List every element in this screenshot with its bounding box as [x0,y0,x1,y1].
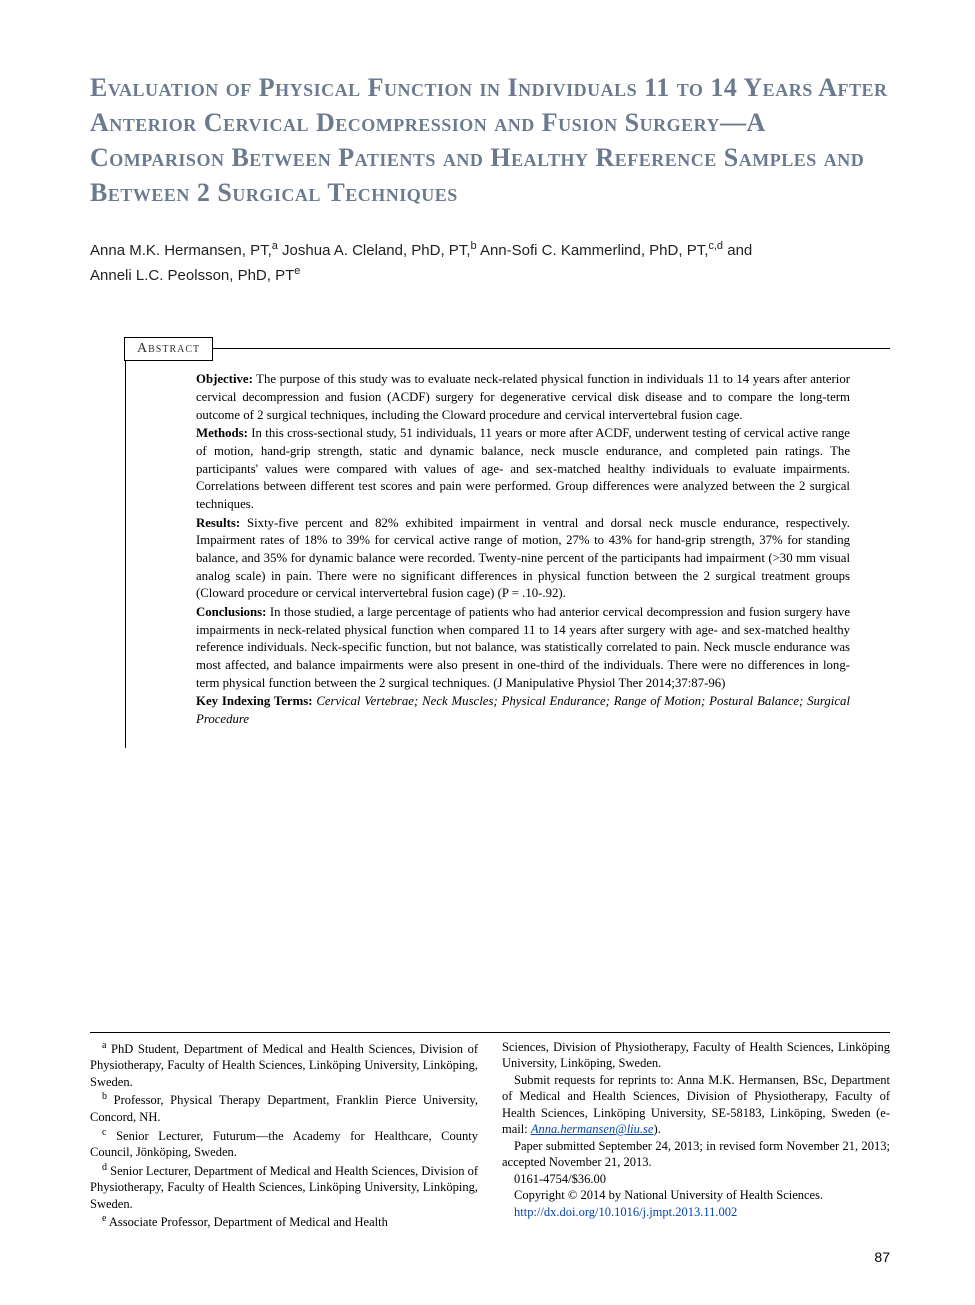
doi: http://dx.doi.org/10.1016/j.jmpt.2013.11… [502,1204,890,1221]
doi-link[interactable]: http://dx.doi.org/10.1016/j.jmpt.2013.11… [514,1205,737,1219]
footer-col-left: a PhD Student, Department of Medical and… [90,1039,478,1231]
footer-col-right: Sciences, Division of Physiotherapy, Fac… [502,1039,890,1231]
affil-c-text: Senior Lecturer, Futurum—the Academy for… [90,1129,478,1160]
article-title: Evaluation of Physical Function in Indiv… [90,70,890,210]
author-4: Anneli L.C. Peolsson, PhD, PT [90,267,294,284]
abstract-methods: Methods: In this cross-sectional study, … [196,425,850,513]
results-label: Results: [196,516,240,530]
footer-affiliations: a PhD Student, Department of Medical and… [90,1032,890,1265]
affil-c: c Senior Lecturer, Futurum—the Academy f… [90,1126,478,1161]
affil-a: a PhD Student, Department of Medical and… [90,1039,478,1091]
author-3: Ann-Sofi C. Kammerlind, PhD, PT, [477,242,709,259]
abstract-results: Results: Sixty-five percent and 82% exhi… [196,515,850,603]
author-2: Joshua A. Cleland, PhD, PT, [278,242,471,259]
author-and: and [723,242,752,259]
paper-submitted: Paper submitted September 24, 2013; in r… [502,1138,890,1171]
abstract-conclusions: Conclusions: In those studied, a large p… [196,604,850,692]
affil-d-text: Senior Lecturer, Department of Medical a… [90,1164,478,1211]
abstract-section: Abstract Objective: The purpose of this … [125,337,890,747]
abstract-objective: Objective: The purpose of this study was… [196,371,850,424]
copyright: Copyright © 2014 by National University … [502,1187,890,1204]
affil-e-text: Associate Professor, Department of Medic… [106,1216,387,1230]
affil-b-text: Professor, Physical Therapy Department, … [90,1094,478,1125]
abstract-label: Abstract [124,337,213,361]
email-link[interactable]: Anna.hermansen@liu.se [531,1122,654,1136]
methods-label: Methods: [196,426,248,440]
affil-d: d Senior Lecturer, Department of Medical… [90,1161,478,1213]
abstract-body: Objective: The purpose of this study was… [125,348,890,747]
conclusions-label: Conclusions: [196,605,266,619]
affil-e: e Associate Professor, Department of Med… [90,1212,478,1231]
reprint-end: ). [653,1122,660,1136]
affil-b: b Professor, Physical Therapy Department… [90,1090,478,1125]
author-1: Anna M.K. Hermansen, PT, [90,242,272,259]
author-3-sup: c,d [708,240,723,252]
objective-label: Objective: [196,372,253,386]
reprint-request: Submit requests for reprints to: Anna M.… [502,1072,890,1138]
keywords-label: Key Indexing Terms: [196,694,312,708]
affil-a-text: PhD Student, Department of Medical and H… [90,1042,478,1089]
affil-e-cont: Sciences, Division of Physiotherapy, Fac… [502,1039,890,1072]
conclusions-text: In those studied, a large percentage of … [196,605,850,690]
issn: 0161-4754/$36.00 [502,1171,890,1188]
authors-block: Anna M.K. Hermansen, PT,a Joshua A. Clel… [90,238,890,287]
objective-text: The purpose of this study was to evaluat… [196,372,850,421]
methods-text: In this cross-sectional study, 51 indivi… [196,426,850,511]
results-text: Sixty-five percent and 82% exhibited imp… [196,516,850,601]
author-4-sup: e [294,265,300,277]
abstract-keywords: Key Indexing Terms: Cervical Vertebrae; … [196,693,850,728]
page-number: 87 [90,1249,890,1265]
